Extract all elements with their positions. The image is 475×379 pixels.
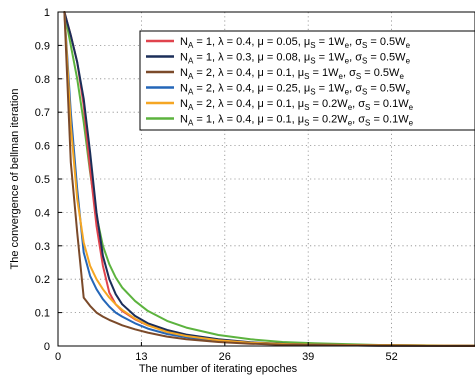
- legend-text-part: e: [348, 103, 353, 112]
- y-tick-label: 0.3: [35, 241, 50, 253]
- legend-text-part: S: [362, 41, 367, 50]
- legend-text-part: A: [188, 103, 194, 112]
- x-tick-label: 39: [302, 351, 314, 363]
- y-tick-label: 0: [44, 341, 50, 353]
- series-line-6: [63, 11, 475, 347]
- legend-text-part: e: [345, 57, 350, 66]
- legend-text-part: , σ: [352, 114, 365, 126]
- legend-entry-6: NA = 1, λ = 0.4, μ = 0.1, μS = 0.2We, σS…: [180, 114, 414, 128]
- legend-text-part: = 2, λ = 0.4, μ = 0.1, μ: [193, 98, 304, 110]
- legend-text-part: e: [399, 72, 404, 81]
- y-tick-label: 0.7: [35, 107, 50, 119]
- legend-text-part: N: [180, 114, 188, 126]
- legend-text-part: S: [304, 119, 309, 128]
- y-tick-label: 0.4: [35, 207, 50, 219]
- legend-text-part: N: [180, 36, 188, 48]
- legend-text-part: = 0.1W: [370, 114, 409, 126]
- legend-text-part: A: [188, 119, 194, 128]
- legend-text-part: A: [188, 57, 194, 66]
- legend-text-part: e: [409, 103, 414, 112]
- legend-text-part: S: [362, 88, 367, 97]
- plot-series-group: [63, 11, 475, 347]
- legend-box: [139, 30, 475, 131]
- legend-text-part: , σ: [349, 83, 362, 95]
- legend-text-part: N: [180, 67, 188, 79]
- x-tick-labels: 0 13 26 39 52: [55, 342, 398, 363]
- legend-text-part: A: [188, 88, 194, 97]
- legend-text-part: = 0.2W: [309, 98, 348, 110]
- legend-text-part: , σ: [349, 52, 362, 64]
- legend-text-part: = 0.1W: [370, 98, 409, 110]
- y-tick-label: 1: [44, 7, 50, 19]
- legend-entry-4: NA = 2, λ = 0.4, μ = 0.25, μS = 1We, σS …: [180, 83, 411, 97]
- legend-text-part: = 0.5W: [361, 67, 400, 79]
- x-tick-label: 0: [55, 351, 61, 363]
- legend-text-part: = 1W: [309, 67, 339, 79]
- legend-text-part: A: [188, 41, 194, 50]
- legend-text-part: A: [188, 72, 194, 81]
- legend-text-part: = 2, λ = 0.4, μ = 0.25, μ: [193, 83, 310, 95]
- legend-text-part: S: [365, 119, 370, 128]
- legend-text-part: S: [310, 88, 315, 97]
- legend-text-part: S: [304, 103, 309, 112]
- legend-text-part: = 1, λ = 0.3, μ = 0.08, μ: [193, 52, 310, 64]
- legend-text-part: e: [339, 72, 344, 81]
- x-axis-label: The number of iterating epoches: [139, 363, 298, 375]
- legend-text-part: = 0.5W: [367, 83, 406, 95]
- legend-text-part: N: [180, 83, 188, 95]
- legend-text-part: e: [345, 41, 350, 50]
- x-tick-label: 26: [219, 351, 231, 363]
- legend-text-part: N: [180, 52, 188, 64]
- legend-text-part: = 1W: [316, 36, 346, 48]
- legend-text-part: S: [304, 72, 309, 81]
- legend-text-part: S: [310, 57, 315, 66]
- legend-entry-3: NA = 2, λ = 0.4, μ = 0.1, μS = 1We, σS =…: [180, 67, 404, 81]
- legend-entry-5: NA = 2, λ = 0.4, μ = 0.1, μS = 0.2We, σS…: [180, 98, 414, 112]
- legend-text-part: e: [406, 57, 411, 66]
- legend-text-part: , σ: [343, 67, 356, 79]
- y-tick-label: 0.2: [35, 274, 50, 286]
- legend-text-part: e: [348, 119, 353, 128]
- legend-text-part: e: [345, 88, 350, 97]
- y-tick-label: 0.8: [35, 74, 50, 86]
- legend-text-part: = 0.2W: [309, 114, 348, 126]
- legend-text-part: S: [365, 103, 370, 112]
- legend-text-part: = 1, λ = 0.4, μ = 0.1, μ: [193, 114, 304, 126]
- legend-text-part: e: [406, 41, 411, 50]
- legend-text-part: = 1W: [316, 83, 346, 95]
- y-tick-label: 0.9: [35, 40, 50, 52]
- legend-text-part: = 0.5W: [367, 52, 406, 64]
- y-tick-label: 0.6: [35, 141, 50, 153]
- y-tick-label: 0.5: [35, 174, 50, 186]
- legend: NA = 1, λ = 0.4, μ = 0.05, μS = 1We, σS …: [139, 30, 475, 131]
- legend-text-part: , σ: [349, 36, 362, 48]
- legend-text-part: = 1W: [316, 52, 346, 64]
- legend-entry-2: NA = 1, λ = 0.3, μ = 0.08, μS = 1We, σS …: [180, 52, 411, 66]
- y-tick-labels: 0 0.1 0.2 0.3 0.4 0.5 0.6 0.7 0.8 0.9 1: [35, 7, 62, 353]
- series-line-3: [63, 11, 475, 347]
- legend-text-part: e: [409, 119, 414, 128]
- legend-text-part: S: [310, 41, 315, 50]
- legend-text-part: = 1, λ = 0.4, μ = 0.05, μ: [193, 36, 310, 48]
- x-tick-label: 13: [135, 351, 147, 363]
- x-tick-label: 52: [385, 351, 397, 363]
- y-tick-label: 0.1: [35, 308, 50, 320]
- legend-text-part: e: [406, 88, 411, 97]
- legend-text-part: , σ: [352, 98, 365, 110]
- legend-text-part: = 2, λ = 0.4, μ = 0.1, μ: [193, 67, 304, 79]
- legend-text-part: S: [362, 57, 367, 66]
- legend-text-part: N: [180, 98, 188, 110]
- y-axis-label: The convergence of bellman iteration: [9, 89, 21, 270]
- legend-entry-1: NA = 1, λ = 0.4, μ = 0.05, μS = 1We, σS …: [180, 36, 411, 50]
- legend-text-part: S: [356, 72, 361, 81]
- legend-text-part: = 0.5W: [367, 36, 406, 48]
